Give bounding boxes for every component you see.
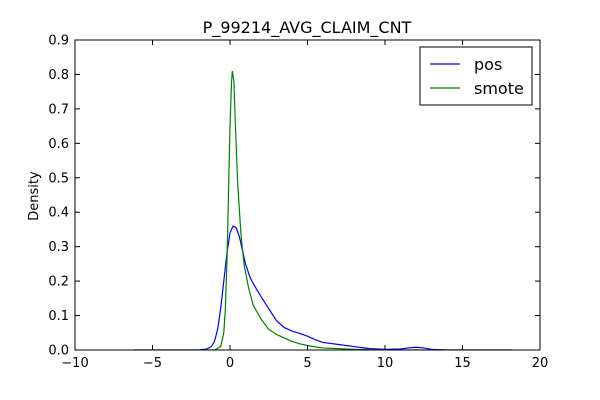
y-tick-label: 0.7 bbox=[48, 102, 69, 117]
x-tick-label: 0 bbox=[226, 356, 234, 371]
chart-title: P_99214_AVG_CLAIM_CNT bbox=[203, 18, 412, 38]
series-line-smote bbox=[133, 70, 513, 350]
legend-label-smote: smote bbox=[474, 79, 524, 98]
legend-label-pos: pos bbox=[474, 55, 502, 74]
y-tick-label: 0.5 bbox=[48, 171, 69, 186]
x-tick-label: 15 bbox=[454, 356, 471, 371]
plot-area bbox=[133, 70, 513, 350]
axes: −10 −5 0 5 10 15 20 0.0 0.1 0.2 0.3 0.4 0.5 0.6 0.7 0.8… bbox=[48, 34, 548, 372]
y-tick-label: 0.9 bbox=[48, 34, 69, 49]
y-tick-label: 0.4 bbox=[48, 206, 69, 221]
y-tick-label: 0.1 bbox=[48, 309, 69, 324]
x-tick-label: 5 bbox=[303, 356, 311, 371]
legend: pos smote bbox=[419, 46, 533, 106]
y-tick-label: 0.0 bbox=[48, 344, 69, 359]
y-tick-label: 0.3 bbox=[48, 240, 69, 255]
y-tick-label: 0.6 bbox=[48, 137, 69, 152]
y-tick-label: 0.8 bbox=[48, 68, 69, 83]
legend-box bbox=[419, 46, 533, 106]
x-tick-label: −10 bbox=[61, 356, 88, 371]
x-tick-label: 20 bbox=[532, 356, 549, 371]
x-tick-label: 10 bbox=[377, 356, 394, 371]
x-tick-label: −5 bbox=[143, 356, 162, 371]
y-tick-label: 0.2 bbox=[48, 275, 69, 290]
y-axis-label: Density bbox=[27, 171, 42, 221]
series-line-pos bbox=[133, 225, 513, 350]
